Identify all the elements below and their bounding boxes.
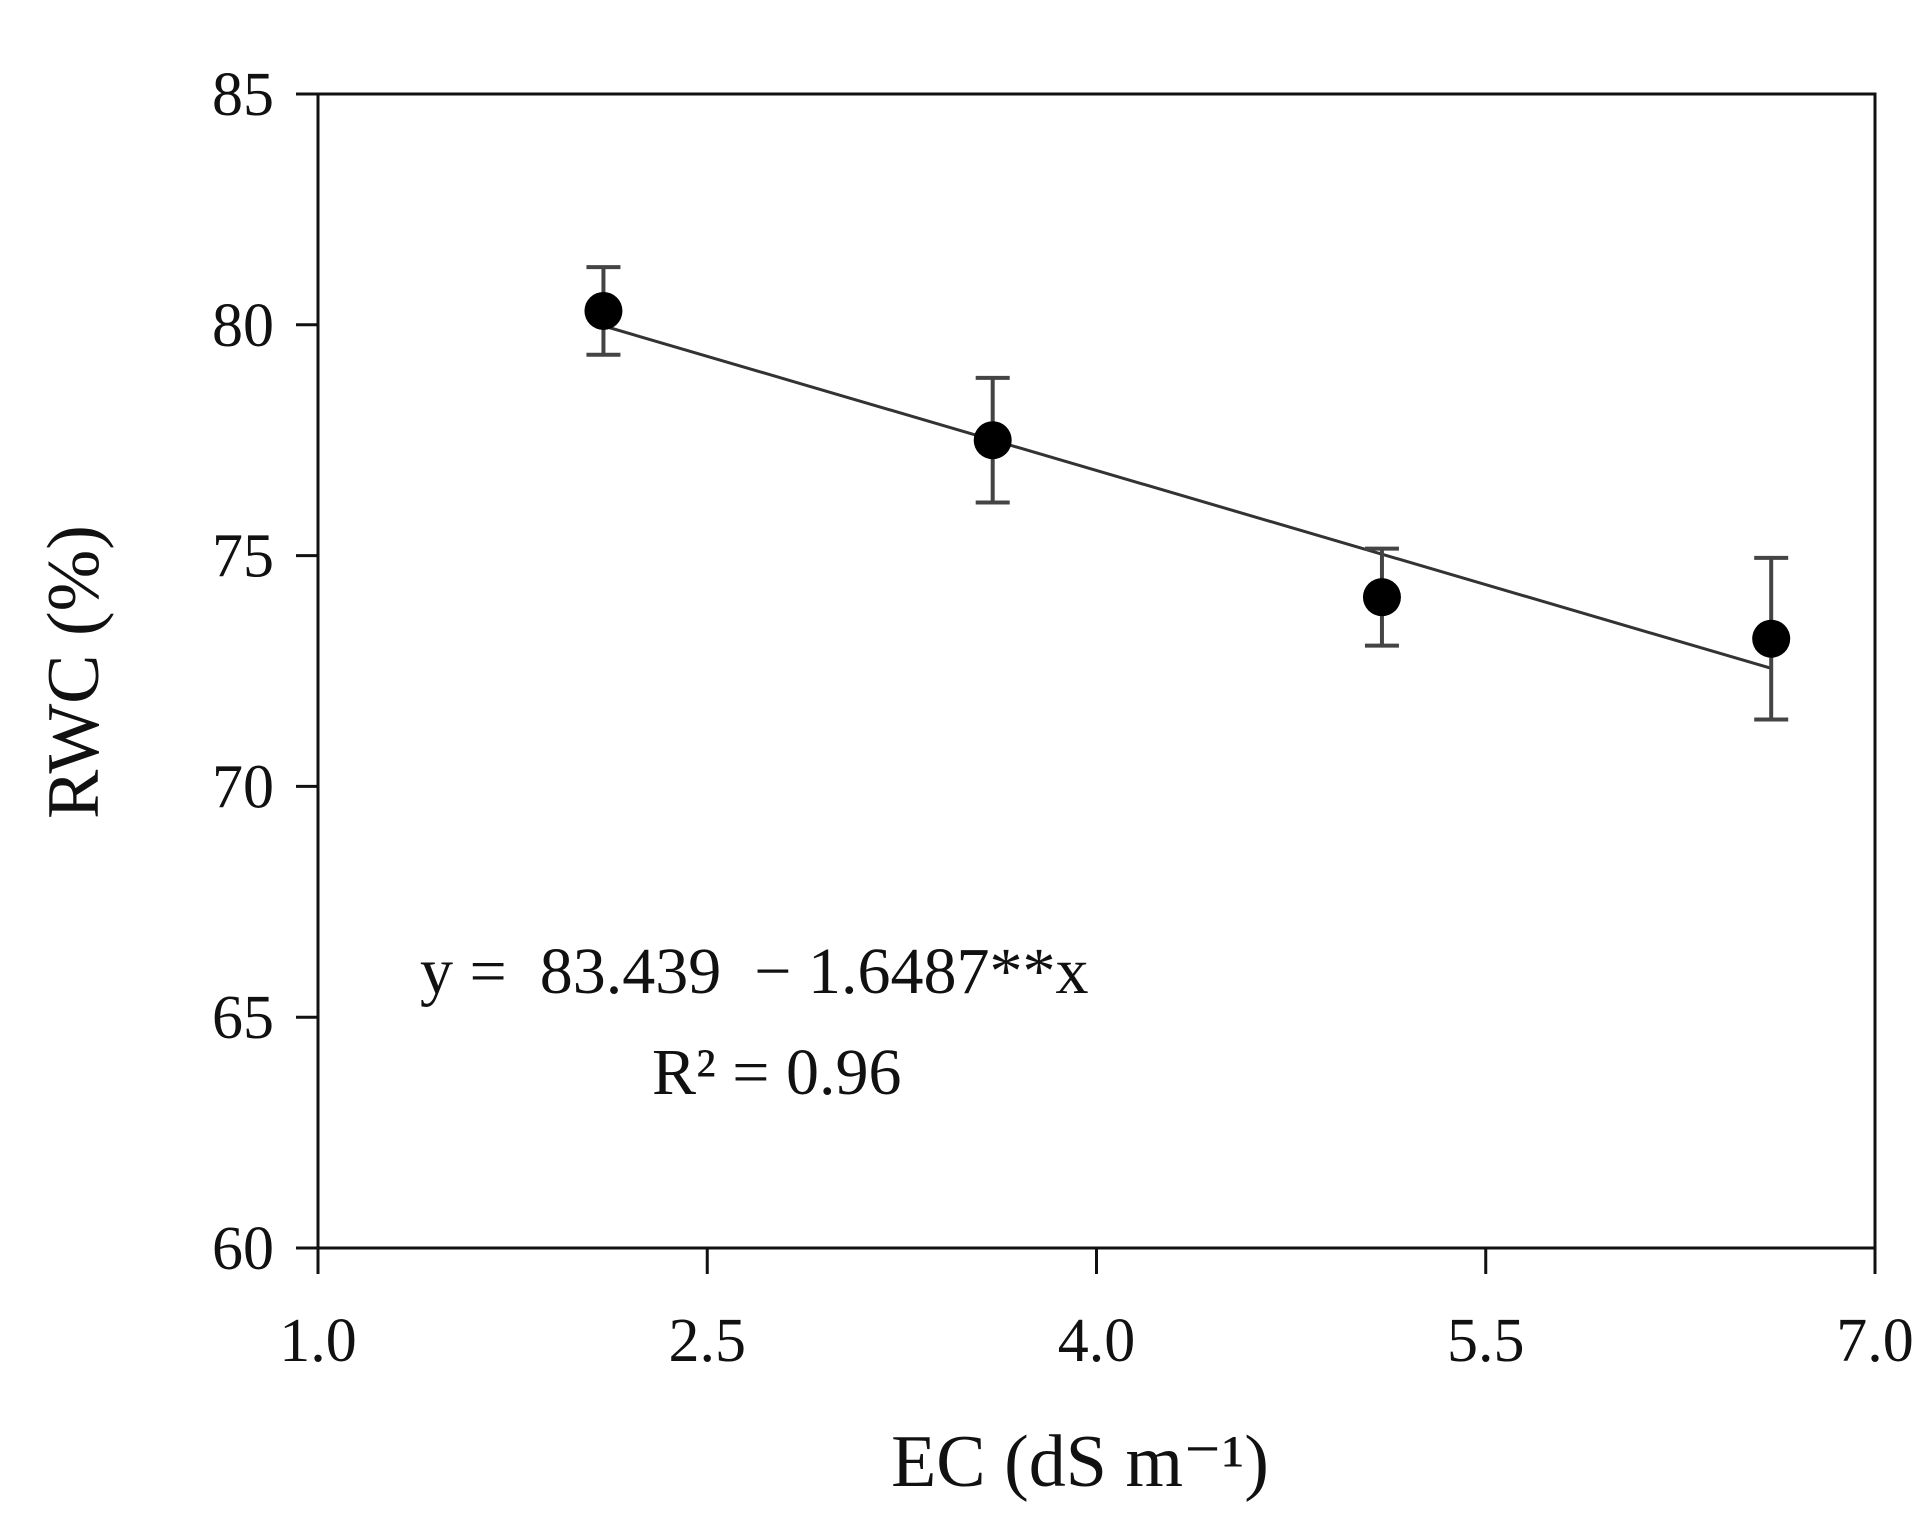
x-tick-label: 5.5 (1447, 1307, 1525, 1375)
y-tick-label: 85 (212, 61, 274, 129)
data-point-group (584, 265, 623, 357)
data-point (584, 291, 623, 330)
data-point (1362, 578, 1401, 617)
x-tick-label: 4.0 (1058, 1307, 1136, 1375)
y-tick-label: 70 (212, 753, 274, 821)
trendline (603, 324, 1772, 670)
data-point-group (1752, 555, 1791, 722)
labels: RWC (%) EC (dS m⁻¹) y = 83.439 − 1.6487*… (33, 525, 1269, 1503)
data-points (584, 265, 1791, 722)
equation-annotation: y = 83.439 − 1.6487**x (420, 935, 1088, 1008)
x-axis-title: EC (dS m⁻¹) (891, 1421, 1269, 1503)
trendline-group (603, 324, 1772, 670)
axes (316, 92, 1877, 1250)
data-point (973, 421, 1012, 460)
y-tick-label: 60 (212, 1215, 274, 1283)
y-tick-label: 75 (212, 523, 274, 591)
y-axis-title: RWC (%) (33, 525, 115, 819)
plot-frame (316, 92, 1877, 1250)
r-squared-annotation: R² = 0.96 (652, 1036, 902, 1109)
x-tick-label: 1.0 (279, 1307, 357, 1375)
data-point-group (1362, 546, 1401, 648)
data-point-group (973, 375, 1012, 505)
data-point (1752, 619, 1791, 658)
ticks: 60 65 70 75 80 85 1.0 2.5 4.0 5.5 7.0 (212, 61, 1914, 1375)
y-tick-label: 80 (212, 292, 274, 360)
x-tick-label: 2.5 (669, 1307, 747, 1375)
y-tick-label: 65 (212, 984, 274, 1052)
x-tick-label: 7.0 (1836, 1307, 1914, 1375)
